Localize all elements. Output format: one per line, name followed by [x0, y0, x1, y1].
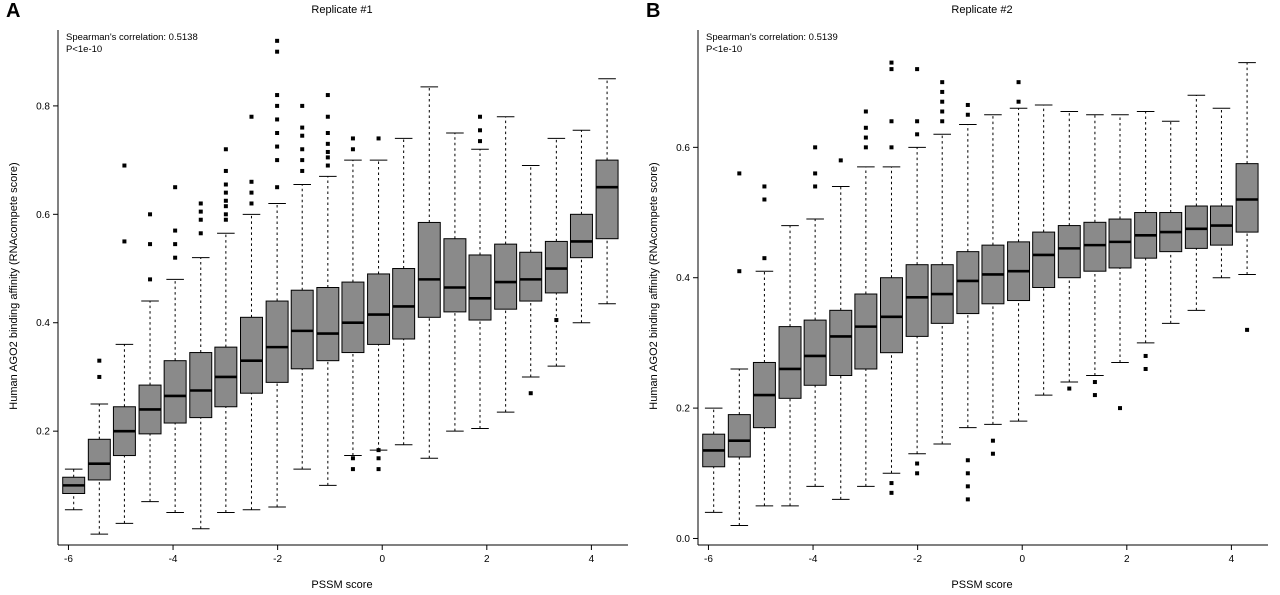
- x-axis-label: PSSM score: [951, 579, 1013, 591]
- svg-text:0.6: 0.6: [676, 143, 690, 154]
- svg-text:-4: -4: [809, 554, 818, 565]
- panel-title: Replicate #1: [311, 4, 373, 16]
- svg-text:0.6: 0.6: [36, 210, 50, 221]
- boxplot-svg-b: -6 -4 -2 0 2 4 0.0 0.2 0.4 0.6: [676, 30, 1268, 565]
- svg-text:-6: -6: [704, 554, 713, 565]
- annotation-line-correlation: Spearman's correlation: 0.5139: [706, 32, 838, 43]
- correlation-annotation: Spearman's correlation: 0.5139 P<1e-10: [706, 32, 838, 56]
- panel-b: -6 -4 -2 0 2 4 0.0 0.2 0.4 0.6 B Replicate #2 Spe…: [640, 0, 1280, 595]
- y-axis-label: Human AGO2 binding affinity (RNAcompete …: [8, 162, 20, 410]
- svg-text:-6: -6: [64, 554, 73, 565]
- panel-a: -6 -4 -2 0 2 4 0.2 0.4 0.6 0.8 A Replicate #1 Spe…: [6, 0, 628, 591]
- y-axis-label: Human AGO2 binding affinity (RNAcompete …: [648, 162, 660, 410]
- svg-text:2: 2: [1124, 554, 1130, 565]
- correlation-annotation: Spearman's correlation: 0.5138 P<1e-10: [66, 32, 198, 56]
- panel-letter: A: [6, 0, 21, 22]
- svg-text:2: 2: [484, 554, 490, 565]
- svg-text:4: 4: [589, 554, 595, 565]
- svg-text:0: 0: [1019, 554, 1025, 565]
- svg-text:-2: -2: [913, 554, 922, 565]
- svg-text:0.4: 0.4: [36, 318, 50, 329]
- svg-text:4: 4: [1229, 554, 1235, 565]
- svg-text:0.8: 0.8: [36, 101, 50, 112]
- svg-text:0.2: 0.2: [676, 404, 690, 415]
- x-axis-label: PSSM score: [311, 579, 373, 591]
- svg-text:-2: -2: [273, 554, 282, 565]
- panel-letter: B: [646, 0, 661, 22]
- svg-text:0.2: 0.2: [36, 427, 50, 438]
- annotation-line-correlation: Spearman's correlation: 0.5138: [66, 32, 198, 43]
- svg-text:0: 0: [379, 554, 385, 565]
- svg-text:0.4: 0.4: [676, 273, 690, 284]
- svg-text:0.0: 0.0: [676, 534, 690, 545]
- svg-text:-4: -4: [169, 554, 178, 565]
- boxplot-svg-a: -6 -4 -2 0 2 4 0.2 0.4 0.6 0.8: [36, 30, 628, 565]
- annotation-line-pvalue: P<1e-10: [706, 44, 743, 55]
- annotation-line-pvalue: P<1e-10: [66, 44, 103, 55]
- panel-title: Replicate #2: [951, 4, 1013, 16]
